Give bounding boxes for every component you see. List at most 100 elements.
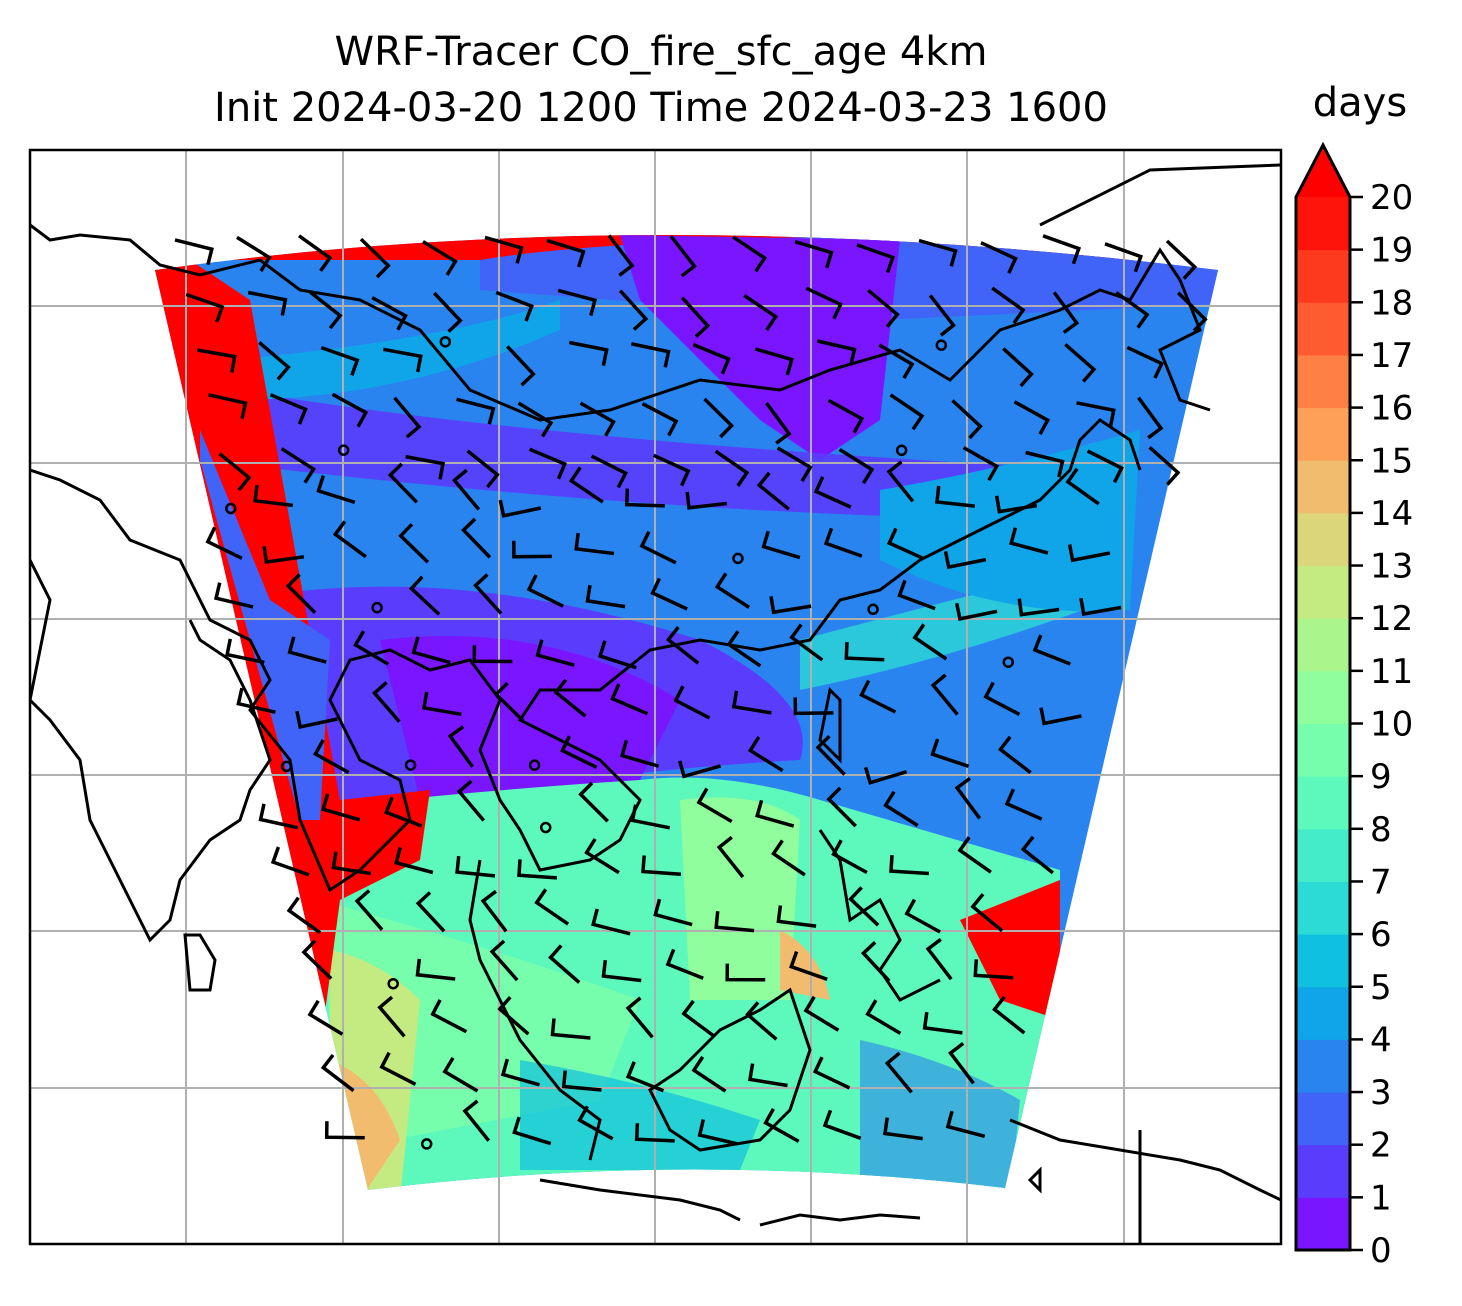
- wind-barb: [287, 636, 327, 664]
- wind-barb: [973, 959, 1014, 980]
- chart-title: WRF-Tracer CO_fire_sfc_age 4km: [334, 29, 988, 75]
- wind-barb: [884, 1051, 913, 1094]
- wind-barb: [803, 995, 840, 1032]
- wind-barb: [1165, 239, 1198, 280]
- wind-barb: [954, 602, 998, 621]
- wind-barb: [456, 397, 496, 425]
- wind-barb: [813, 476, 852, 509]
- wind-barb: [553, 678, 587, 718]
- wind-barb: [765, 402, 792, 445]
- colorbar-segment: [1296, 618, 1350, 672]
- wind-barb: [1064, 343, 1097, 383]
- colorbar-tick-label: 18: [1370, 283, 1413, 323]
- wind-barb: [681, 999, 716, 1038]
- wind-barb: [280, 447, 317, 484]
- wind-barb: [650, 577, 688, 611]
- wind-barb: [756, 471, 790, 511]
- colorbar-tick-label: 14: [1370, 494, 1413, 534]
- wind-barb: [948, 1042, 975, 1085]
- wind-barb: [848, 886, 880, 927]
- wind-barb: [493, 681, 525, 723]
- wind-barb: [685, 491, 727, 510]
- colorbar-outline: [1294, 141, 1352, 1252]
- colorbar-segment: [1296, 776, 1350, 830]
- wind-barb: [321, 793, 361, 822]
- wind-barb: [860, 941, 891, 983]
- wind-barb: [716, 835, 745, 879]
- wind-barb: [922, 1011, 963, 1035]
- wind-barb: [1013, 400, 1051, 436]
- wind-barb: [415, 891, 446, 933]
- wind-barb: [560, 735, 598, 769]
- wind-barbs: [174, 234, 1208, 1150]
- wind-barb: [680, 296, 711, 338]
- wind-barb: [591, 908, 631, 936]
- wind-barb: [480, 889, 508, 933]
- wind-barb: [945, 1110, 986, 1138]
- wind-barb: [309, 290, 343, 330]
- colorbar-label: days: [1312, 80, 1408, 126]
- colorbar-tick-label: 4: [1370, 1020, 1392, 1060]
- wind-barb: [313, 739, 350, 775]
- wind-barb: [301, 939, 333, 980]
- wind-barb: [568, 340, 609, 366]
- wind-barb: [886, 460, 915, 503]
- wind-barb: [962, 446, 1000, 482]
- wind-barb: [754, 347, 794, 376]
- wind-barb: [456, 779, 486, 822]
- wind-barb: [703, 397, 735, 439]
- wind-barb: [442, 1057, 479, 1093]
- calm-wind-marker: [404, 759, 417, 771]
- wind-barb: [624, 488, 665, 508]
- colorbar-segment: [1296, 249, 1350, 303]
- wind-barb: [331, 851, 372, 876]
- wind-barb: [394, 846, 434, 875]
- wind-barb: [498, 499, 542, 518]
- wind-barb: [789, 623, 824, 662]
- calm-wind-marker: [528, 759, 541, 771]
- colorbar-tick-label: 19: [1370, 231, 1413, 271]
- wind-barb: [865, 999, 902, 1035]
- wind-barb: [579, 401, 616, 437]
- wind-barb: [353, 630, 390, 666]
- wind-barb: [678, 760, 722, 779]
- wind-barb: [324, 1121, 365, 1140]
- wind-barb: [208, 393, 248, 420]
- wind-barb: [174, 238, 214, 266]
- colorbar-segment: [1296, 670, 1350, 724]
- wind-barb: [590, 454, 628, 489]
- wind-barb: [943, 551, 987, 570]
- wind-barb: [1176, 291, 1208, 333]
- colorbar-tick-label: 16: [1370, 389, 1413, 429]
- wind-barb: [652, 453, 691, 487]
- colorbar-segment: [1296, 1144, 1350, 1198]
- wind-barb: [1025, 450, 1065, 478]
- wind-barb: [930, 673, 959, 716]
- colorbar-segment: [1296, 407, 1350, 461]
- wind-barb: [991, 286, 1026, 325]
- wind-barb: [1020, 835, 1054, 875]
- wind-barb: [634, 1123, 675, 1143]
- colorbar-tick-label: 3: [1370, 1073, 1392, 1113]
- colorbar-segment: [1296, 512, 1350, 567]
- wind-barb: [696, 787, 733, 824]
- wind-barb: [641, 855, 682, 877]
- wind-barb: [447, 725, 475, 768]
- wind-barb: [665, 626, 700, 665]
- wind-barb: [725, 963, 766, 982]
- wind-barb: [196, 348, 237, 373]
- wind-barb: [1017, 598, 1060, 617]
- wind-barb: [561, 1070, 602, 1092]
- colorbar-tick-label: 17: [1370, 336, 1413, 376]
- wind-barb: [951, 399, 983, 440]
- wind-barb: [247, 290, 288, 316]
- wind-barb: [669, 235, 697, 278]
- wind-barb: [771, 839, 806, 877]
- wind-barb: [1065, 467, 1100, 506]
- wind-barb: [512, 540, 552, 559]
- wind-barb: [557, 288, 598, 317]
- wind-barb: [980, 241, 1018, 274]
- colorbar-tick-label: 15: [1370, 441, 1413, 481]
- wind-barb: [673, 685, 711, 720]
- wind-barb: [379, 1051, 417, 1086]
